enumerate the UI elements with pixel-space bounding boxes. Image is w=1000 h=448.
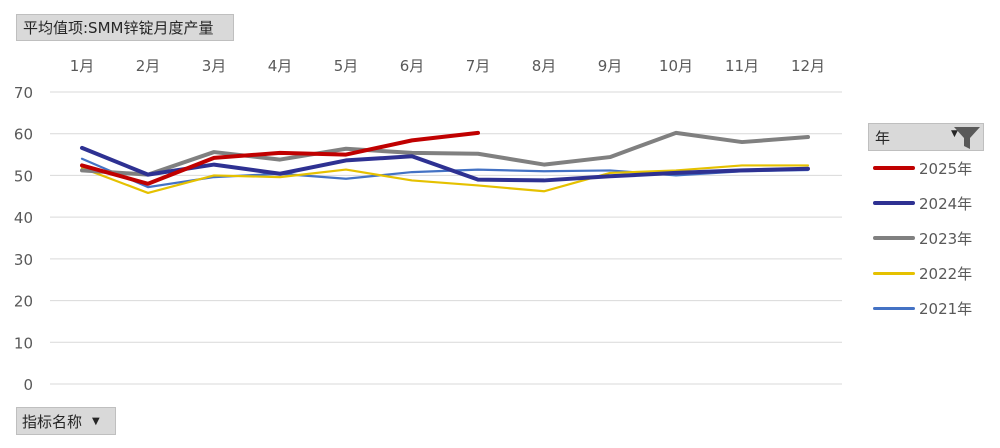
value-field-label: 平均值项:SMM锌锭月度产量	[23, 19, 214, 37]
x-tick-label: 4月	[268, 57, 293, 75]
x-tick-label: 9月	[598, 57, 623, 75]
series-line	[80, 145, 810, 183]
x-tick-label: 5月	[334, 57, 359, 75]
value-field-button[interactable]: 平均值项:SMM锌锭月度产量	[16, 14, 234, 41]
y-tick-label: 70	[14, 84, 33, 102]
x-tick-label: 1月	[70, 57, 95, 75]
y-axis-ticks: 0 10 20 30 40 50 60 70	[14, 84, 33, 394]
dropdown-arrow-icon: ▼	[951, 129, 958, 139]
legend-label: 2023年	[919, 229, 973, 248]
legend-item[interactable]: 2023年	[873, 228, 972, 248]
y-tick-label: 0	[23, 376, 33, 394]
series-2022年	[80, 164, 810, 195]
x-tick-label: 11月	[725, 57, 759, 75]
filter-funnel-icon	[953, 126, 981, 154]
x-tick-label: 10月	[659, 57, 693, 75]
y-tick-label: 50	[14, 167, 33, 185]
series-2024年	[80, 145, 810, 183]
y-tick-label: 60	[14, 126, 33, 144]
x-tick-label: 8月	[532, 57, 557, 75]
series-line	[80, 130, 810, 177]
x-tick-label: 7月	[466, 57, 491, 75]
legend-label: 2021年	[919, 299, 973, 318]
legend-item[interactable]: 2024年	[873, 193, 972, 213]
y-tick-label: 40	[14, 209, 33, 227]
dropdown-arrow-icon: ▼	[92, 415, 100, 427]
legend-label: 2025年	[919, 159, 973, 178]
series-line	[80, 164, 810, 195]
row-field-button[interactable]: 指标名称 ▼	[16, 407, 116, 435]
series-2025年	[80, 130, 480, 186]
legend-item[interactable]: 2021年	[873, 298, 972, 318]
x-axis-ticks: 1月 2月 3月 4月 5月 6月 7月 8月 9月 10月 11月 12月	[70, 57, 825, 75]
series-lines	[80, 130, 810, 195]
legend-item[interactable]: 2022年	[873, 263, 972, 283]
series-2023年	[80, 130, 810, 177]
legend-label: 2024年	[919, 194, 973, 213]
x-tick-label: 3月	[202, 57, 227, 75]
gridlines	[50, 91, 842, 385]
x-tick-label: 6月	[400, 57, 425, 75]
row-field-label: 指标名称	[22, 412, 83, 431]
legend-swatch	[873, 271, 915, 275]
legend-label: 2022年	[919, 264, 973, 283]
legend-swatch	[873, 306, 915, 310]
y-tick-label: 20	[14, 293, 33, 311]
legend-field-label: 年	[875, 128, 891, 147]
y-tick-label: 10	[14, 334, 33, 352]
x-tick-label: 12月	[791, 57, 825, 75]
legend-swatch	[873, 236, 915, 240]
y-tick-label: 30	[14, 251, 33, 269]
legend-item[interactable]: 2025年	[873, 158, 972, 178]
legend-swatch	[873, 201, 915, 205]
x-tick-label: 2月	[136, 57, 161, 75]
legend-field-button[interactable]: 年 ▼	[868, 123, 984, 151]
legend-swatch	[873, 166, 915, 170]
